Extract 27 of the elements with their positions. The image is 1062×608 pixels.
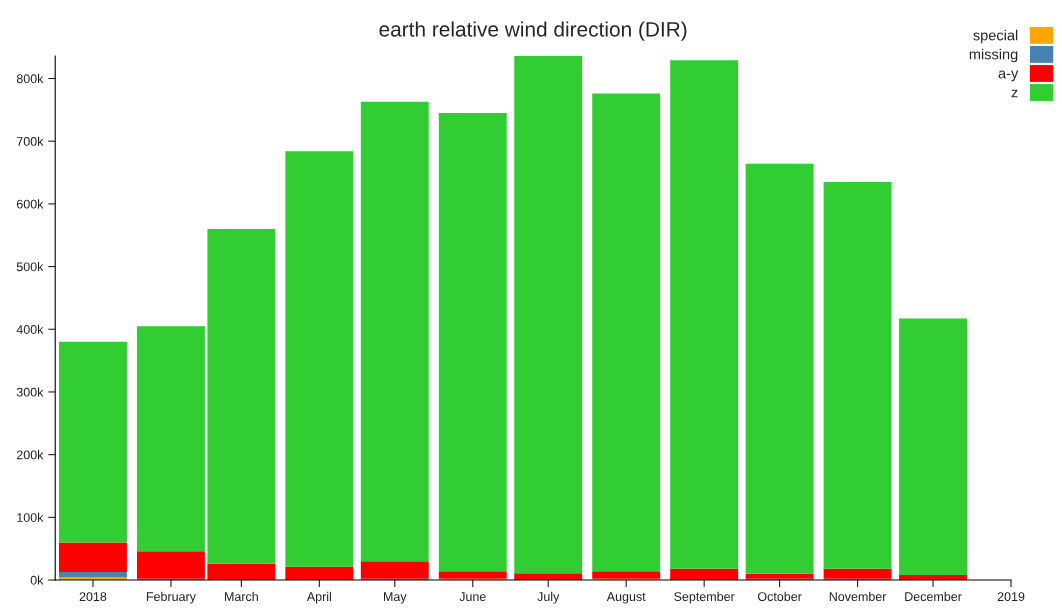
x-tick-label: May xyxy=(384,592,407,604)
chart-title: earth relative wind direction (DIR) xyxy=(379,21,687,41)
y-tick-label: 500k xyxy=(16,262,44,272)
x-tick-label: November xyxy=(829,591,887,602)
x-tick-label: April xyxy=(306,591,331,604)
legend-label: a-y xyxy=(998,70,1019,82)
y-tick-label: 0k xyxy=(30,575,44,585)
x-tick-label: February xyxy=(146,591,196,604)
y-tick-label: 300k xyxy=(16,387,44,397)
x-tick-label: July xyxy=(537,591,560,604)
x-tick-label: December xyxy=(905,591,962,602)
y-tick-label: 700k xyxy=(16,136,44,146)
x-tick-label: 2018 xyxy=(79,592,107,602)
x-tick-label: 2019 xyxy=(997,592,1025,602)
x-tick-label: June xyxy=(459,592,486,602)
x-tick-label: September xyxy=(674,591,735,604)
x-tick-label: October xyxy=(757,591,802,602)
x-tick-label: August xyxy=(606,592,646,604)
y-tick-label: 400k xyxy=(16,324,44,334)
y-tick-label: 100k xyxy=(17,512,44,522)
y-tick-label: 600k xyxy=(16,199,44,209)
y-tick-label: 800k xyxy=(16,73,44,84)
y-tick-label: 200k xyxy=(16,450,44,460)
legend-label: missing xyxy=(969,48,1018,63)
legend-label: special xyxy=(973,29,1018,44)
legend-label: z xyxy=(1011,89,1018,98)
x-tick-label: March xyxy=(225,591,258,602)
